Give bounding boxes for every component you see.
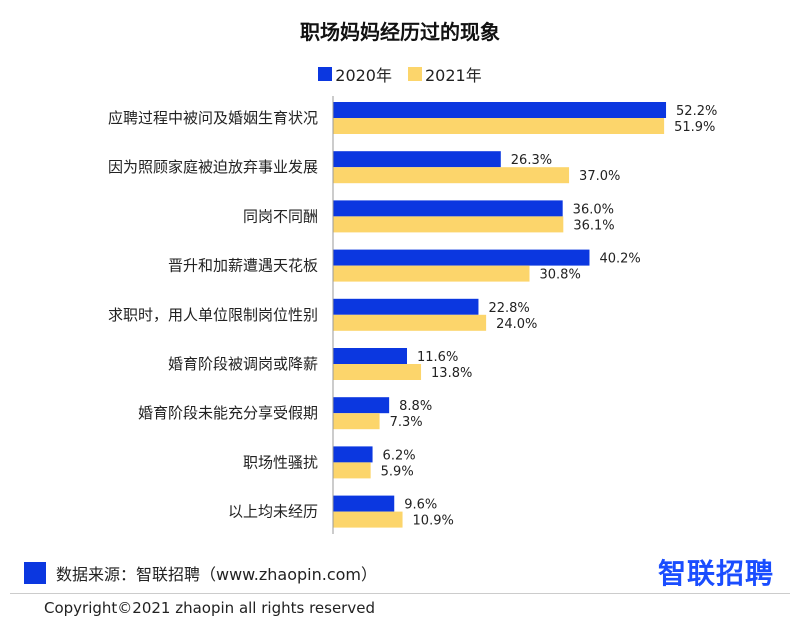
zhaopin-logo: 智联招聘 — [657, 557, 774, 590]
data-source-text: 数据来源：智联招聘（www.zhaopin.com） — [56, 565, 378, 584]
bar-2021年 — [333, 364, 422, 380]
category-label: 求职时，用人单位限制岗位性别 — [108, 306, 318, 324]
data-label: 51.9% — [674, 120, 715, 135]
bar-2020年 — [333, 446, 373, 463]
category-label: 以上均未经历 — [228, 503, 318, 521]
data-label: 13.8% — [431, 366, 472, 381]
bar-chart: 应聘过程中被问及婚姻生育状况 52.2%51.9% 因为照顾家庭被迫放弃事业发展 26… — [108, 96, 717, 534]
bar-2020年 — [333, 298, 479, 315]
legend-item-2021: 2021年 — [408, 62, 482, 86]
legend-label-2021: 2021年 — [425, 66, 482, 85]
bar-2021年 — [333, 511, 403, 528]
footer-divider — [10, 593, 790, 594]
data-source: 数据来源：智联招聘（www.zhaopin.com） — [24, 561, 377, 585]
data-label: 11.6% — [417, 350, 458, 365]
category-label: 晋升和加薪遭遇天花板 — [168, 257, 318, 275]
data-label: 24.0% — [496, 317, 537, 332]
bar-2020年 — [333, 397, 390, 414]
data-label: 36.1% — [573, 218, 614, 233]
data-label: 22.8% — [488, 301, 529, 316]
bar-2021年 — [333, 265, 530, 282]
data-label: 5.9% — [381, 464, 414, 479]
bar-2020年 — [333, 151, 501, 168]
data-label: 30.8% — [540, 268, 581, 283]
bar-2021年 — [333, 462, 371, 479]
data-label: 6.2% — [383, 448, 416, 463]
data-label: 26.3% — [511, 153, 552, 168]
data-label: 8.8% — [399, 399, 432, 414]
bar-2020年 — [333, 495, 395, 512]
data-label: 36.0% — [573, 202, 614, 217]
bar-2021年 — [333, 413, 380, 430]
bar-2021年 — [333, 216, 564, 233]
category-label: 同岗不同酬 — [243, 207, 318, 225]
bar-2020年 — [333, 102, 667, 118]
legend-swatch-2021 — [408, 67, 422, 81]
data-label: 10.9% — [413, 514, 454, 529]
chart-title: 职场妈妈经历过的现象 — [300, 20, 500, 44]
data-label: 9.6% — [404, 498, 437, 513]
bar-2021年 — [333, 118, 665, 134]
data-label: 40.2% — [599, 252, 640, 267]
data-label: 7.3% — [390, 415, 423, 430]
category-label: 应聘过程中被问及婚姻生育状况 — [108, 109, 318, 127]
data-label: 52.2% — [676, 104, 717, 119]
legend-item-2020: 2020年 — [318, 62, 392, 86]
copyright-text: Copyright©2021 zhaopin all rights reserv… — [44, 599, 375, 617]
bar-2021年 — [333, 167, 570, 184]
legend: 2020年 2021年 — [0, 62, 800, 86]
category-label: 婚育阶段未能充分享受假期 — [138, 404, 318, 422]
bar-2021年 — [333, 314, 487, 331]
data-label: 37.0% — [579, 169, 620, 184]
legend-swatch-2020 — [318, 67, 333, 81]
category-label: 婚育阶段被调岗或降薪 — [168, 355, 318, 373]
category-label: 因为照顾家庭被迫放弃事业发展 — [108, 158, 318, 176]
legend-label-2020: 2020年 — [335, 66, 392, 85]
source-swatch — [24, 562, 46, 584]
bar-2020年 — [333, 249, 590, 266]
bar-2020年 — [333, 348, 408, 364]
category-label: 职场性骚扰 — [243, 453, 318, 471]
bar-2020年 — [333, 200, 563, 217]
